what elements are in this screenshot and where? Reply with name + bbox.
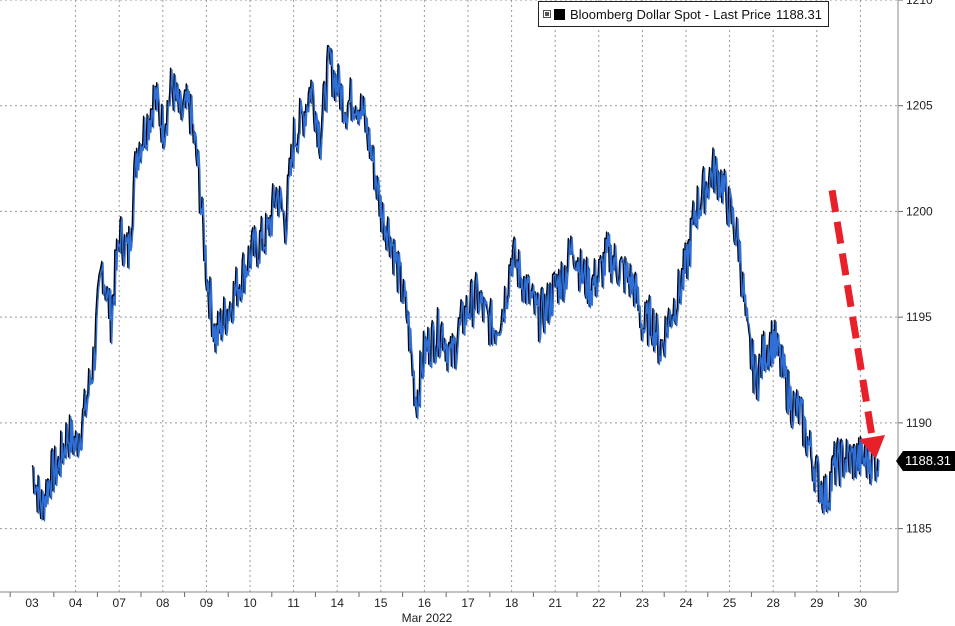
x-tick-label: 14 <box>331 596 345 610</box>
y-gridlines <box>0 0 903 530</box>
x-gridlines <box>9 0 861 597</box>
x-tick-label: 09 <box>200 596 214 610</box>
x-tick-label: 08 <box>156 596 170 610</box>
x-tick-label: 16 <box>418 596 432 610</box>
x-tick-label: 11 <box>287 596 300 610</box>
y-tick-label: 1210 <box>906 0 933 7</box>
x-tick-label: 03 <box>25 596 39 610</box>
y-tick-label: 1185 <box>906 522 932 536</box>
series-layer <box>31 45 880 522</box>
x-tick-label: 28 <box>767 596 781 610</box>
legend-last-value: 1188.31 <box>775 6 822 22</box>
x-tick-label: 22 <box>592 596 606 610</box>
trend-arrow-annotation <box>828 189 885 459</box>
y-tick-label: 1195 <box>906 310 932 324</box>
y-tick-label: 1200 <box>906 204 933 218</box>
y-tick-label: 1190 <box>906 416 932 430</box>
x-tick-label: 18 <box>505 596 519 610</box>
legend-separator: - <box>704 6 710 22</box>
legend-series-name: Bloomberg Dollar Spot <box>570 6 701 22</box>
x-tick-label: 29 <box>810 596 824 610</box>
x-tick-label: 07 <box>113 596 127 610</box>
x-tick-label: 04 <box>69 596 83 610</box>
x-tick-label: 17 <box>461 596 475 610</box>
plot-background <box>0 0 898 592</box>
x-tick-label: 24 <box>679 596 693 610</box>
y-axis-tick-labels: 1185 1190 1195 1200 1205 1210 <box>906 0 933 536</box>
last-price-badge: 1188.31 <box>895 451 955 471</box>
series-line <box>32 46 880 522</box>
x-tick-label: 25 <box>723 596 737 610</box>
x-tick-label: 15 <box>374 596 388 610</box>
x-tick-label: 21 <box>549 596 563 610</box>
arrow-head <box>859 435 885 459</box>
legend-toggle-icon[interactable] <box>543 10 551 18</box>
x-tick-label: 23 <box>636 596 650 610</box>
series-swatch <box>554 8 565 20</box>
series-line-shadow <box>31 45 879 521</box>
y-tick-label: 1205 <box>906 99 933 113</box>
legend: Bloomberg Dollar Spot - Last Price 1188.… <box>538 1 829 27</box>
arrow-shaft <box>828 189 876 438</box>
x-tick-label: 30 <box>854 596 868 610</box>
x-tick-label: 10 <box>243 596 257 610</box>
legend-series-suffix: Last Price <box>713 6 771 22</box>
x-axis-label: Mar 2022 <box>402 611 453 625</box>
x-axis-tick-labels: 03 04 07 08 09 10 11 14 15 16 17 18 21 22 23 24 25 28 29 30 <box>25 596 867 610</box>
